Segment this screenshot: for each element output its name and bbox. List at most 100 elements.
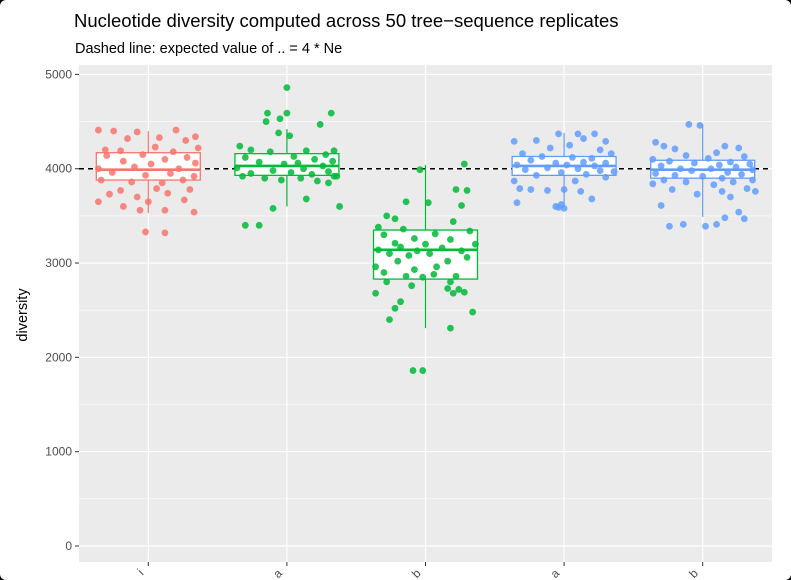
data-point [732, 163, 740, 171]
data-point [713, 149, 720, 157]
data-point [144, 198, 152, 206]
data-point [325, 179, 332, 187]
data-point [169, 148, 177, 156]
data-point [718, 187, 726, 195]
data-point [283, 109, 291, 117]
data-point [416, 166, 424, 174]
data-point [607, 150, 615, 158]
data-point [275, 129, 282, 137]
data-point [569, 154, 576, 161]
data-point [192, 133, 199, 141]
data-point [649, 180, 657, 188]
data-point [449, 289, 457, 297]
data-point [330, 172, 338, 180]
data-point [241, 154, 249, 161]
data-point [721, 214, 729, 222]
data-point [300, 165, 307, 173]
data-point [133, 193, 141, 201]
data-point [682, 178, 690, 186]
x-tick-label: a [270, 566, 285, 580]
data-point [316, 121, 324, 128]
data-point [175, 165, 183, 173]
data-point [679, 220, 687, 228]
data-point [538, 153, 546, 160]
data-point [95, 126, 102, 134]
data-point [413, 247, 421, 255]
data-point [738, 170, 745, 178]
data-point [552, 159, 560, 167]
data-point [131, 163, 138, 171]
data-point [666, 222, 673, 230]
data-point [458, 247, 465, 255]
data-point [710, 181, 718, 189]
data-point [103, 152, 111, 159]
data-point [602, 159, 610, 167]
data-point [183, 154, 191, 161]
data-point [286, 132, 294, 140]
data-point [409, 367, 417, 374]
data-point [287, 169, 295, 176]
data-point [161, 206, 169, 214]
data-point [330, 147, 338, 155]
data-point [155, 134, 163, 142]
data-point [266, 148, 274, 156]
data-point [106, 190, 113, 198]
data-point [713, 220, 720, 228]
data-point [588, 195, 596, 203]
data-point [740, 215, 748, 223]
data-point [276, 115, 284, 123]
data-point [696, 121, 704, 129]
data-point [394, 257, 402, 265]
data-point [693, 190, 701, 198]
data-point [521, 166, 529, 174]
data-point [724, 169, 732, 176]
data-point [591, 162, 598, 170]
data-point [544, 187, 551, 194]
x-tick-label: b [686, 566, 701, 580]
data-point [510, 177, 518, 185]
data-point [313, 177, 321, 185]
data-point [699, 172, 707, 180]
data-point [136, 206, 144, 214]
data-point [424, 199, 432, 207]
data-point [727, 158, 734, 166]
data-point [677, 165, 684, 173]
data-point [729, 178, 737, 186]
data-point [574, 130, 582, 138]
data-point [397, 298, 404, 306]
y-tick-label: 4000 [45, 162, 72, 176]
data-point [336, 203, 343, 210]
data-point [685, 121, 693, 128]
data-point [702, 222, 709, 230]
data-point [449, 218, 457, 225]
data-point [444, 257, 452, 265]
x-tick-label: i [135, 566, 147, 578]
data-point [682, 152, 690, 159]
data-point [172, 126, 180, 134]
data-point [463, 187, 471, 194]
data-point [186, 186, 194, 193]
data-point [411, 235, 418, 242]
data-point [718, 174, 726, 182]
data-point [153, 185, 161, 192]
data-point [180, 196, 188, 204]
data-point [383, 278, 391, 286]
data-point [119, 203, 127, 210]
data-point [269, 204, 277, 212]
data-point [690, 159, 698, 167]
x-tick-label: b [409, 566, 424, 580]
data-point [319, 162, 327, 170]
data-point [471, 240, 479, 248]
data-point [751, 187, 759, 195]
data-point [110, 127, 118, 135]
data-point [458, 202, 465, 209]
data-point [431, 230, 439, 238]
y-tick-label: 2000 [45, 350, 72, 364]
data-point [277, 176, 285, 184]
data-point [460, 160, 468, 168]
data-point [261, 174, 269, 182]
data-point [721, 142, 729, 150]
data-point [671, 145, 679, 153]
data-point [386, 316, 393, 324]
data-point [139, 151, 147, 158]
